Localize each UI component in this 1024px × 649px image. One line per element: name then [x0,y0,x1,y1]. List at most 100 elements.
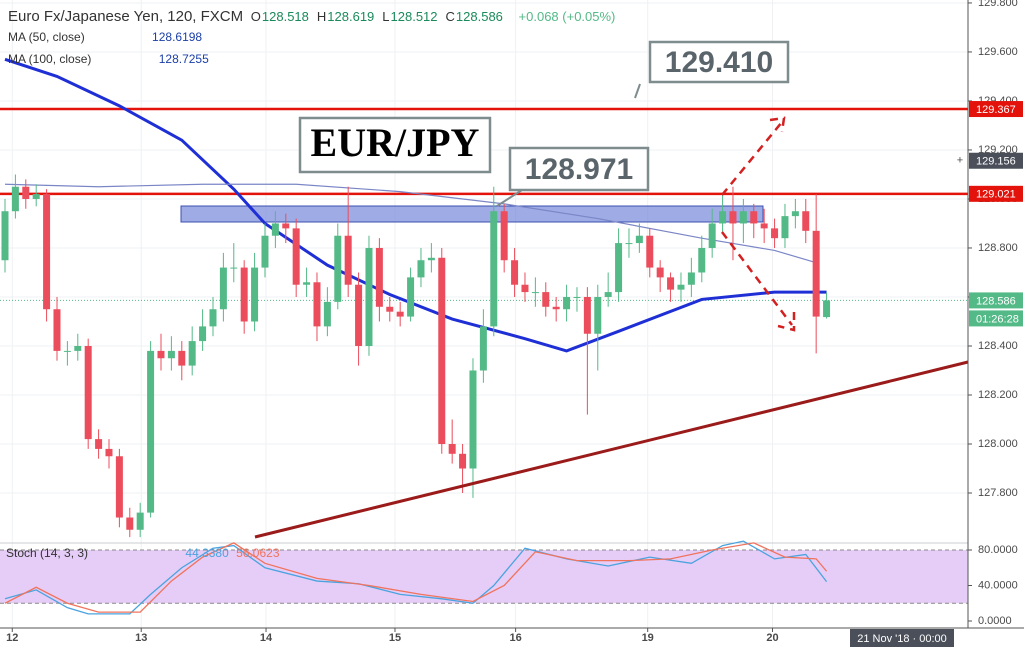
candle-body [791,211,799,217]
candle-body [334,235,342,302]
y-tick-label: 80.0000 [978,544,1018,556]
candle-body [573,296,581,298]
candle-body [313,282,321,327]
current-price-tag-bg [969,292,1023,309]
arrow [721,116,786,196]
candle-body [563,296,571,310]
candle-body [500,211,508,261]
cursor-time: 21 Nov '18 · 00:00 [857,633,947,645]
candle-body [251,267,259,322]
candle-body [303,282,311,285]
candle-body [739,211,747,224]
ma-name: MA (100, close) [8,52,92,66]
candle-body [355,284,363,346]
candle-body [781,216,789,239]
candle-body [95,439,103,449]
candle-body [344,235,352,285]
y-tick-label: 129.800 [978,0,1018,9]
price-tag: 129.367 [976,104,1016,116]
y-tick-label: 129.600 [978,46,1018,58]
x-tick-label: 12 [6,632,18,644]
candle-body [178,350,186,366]
y-tick-label: 0.0000 [978,615,1012,627]
ma-legend: MA (100, close) 128.7255 [8,52,213,66]
annotation: 129.410 [665,46,773,79]
y-tick-label: 128.000 [978,438,1018,450]
candle-body [552,306,560,310]
current-price-tag: 128.586 [976,295,1016,307]
callout [496,189,523,207]
ma-value: 128.6198 [152,30,203,44]
ohlc-value: 128.586 [455,9,503,24]
candle-body [719,211,727,224]
callout [634,83,641,99]
annotation: EUR/JPY [311,120,480,165]
candle-body [687,272,695,285]
candle-body [115,456,123,518]
candle-body [240,267,248,322]
candle-body [448,444,456,454]
stoch-value: 44.3380 [185,546,229,560]
candle-body [604,292,612,297]
y-tick-label: 128.400 [978,340,1018,352]
candle-body [375,247,383,307]
candle-body [511,260,519,285]
price-tag-bg [969,101,1023,118]
price-tag-bg [969,185,1023,202]
candle-body [802,211,810,231]
candle-body [230,267,238,269]
candle-body [531,292,539,294]
candle-body [84,345,92,440]
countdown-tag: 01:26:28 [976,313,1019,325]
arrow [721,231,796,332]
candle-body [157,350,165,359]
x-tick-label: 20 [766,632,778,644]
candle-body [209,309,217,327]
price-tag: 129.021 [976,189,1016,201]
candle-body [136,512,144,530]
candle-body [365,247,373,346]
ohlc-label: C [445,9,455,24]
candle-body [43,194,51,310]
moving-average [4,183,817,264]
crosshair-plus: + [957,155,963,167]
candle-body [635,235,643,244]
change: +0.068 (+0.05%) [518,9,616,24]
candle-body [667,277,675,290]
stoch-value: 56.0623 [236,546,280,560]
ohlc-value: 128.518 [261,9,309,24]
annotation-box [648,40,790,84]
ma-legend: MA (50, close) 128.6198 [8,30,206,44]
candle-body [438,257,446,445]
annotation: 128.971 [525,153,633,186]
candle-body [521,284,529,293]
annotation-box [298,116,492,174]
ohlc: O128.518 H128.619 L128.512 C128.586 [251,9,511,24]
candle-body [22,186,30,199]
candle-body [167,350,175,359]
candle-body [771,228,779,239]
candle-body [646,235,654,268]
y-tick-label: 128.800 [978,242,1018,254]
candle-body [750,211,758,224]
zone [180,205,764,223]
candle-body [32,194,40,199]
candle-body [219,267,227,310]
candle-body [292,228,300,285]
ohlc-label: O [250,9,261,24]
candle-body [812,230,820,317]
candle-body [729,211,737,224]
candle-body [677,284,685,290]
candle-body [417,260,425,278]
candle-body [63,350,71,352]
candle-body [271,223,279,236]
moving-average [4,57,827,353]
countdown-tag-bg [969,310,1023,327]
ohlc-value: 128.512 [390,9,438,24]
ohlc-value: 128.619 [327,9,375,24]
ma-name: MA (50, close) [8,30,85,44]
candle-body [615,243,623,293]
annotation-box [508,146,650,192]
